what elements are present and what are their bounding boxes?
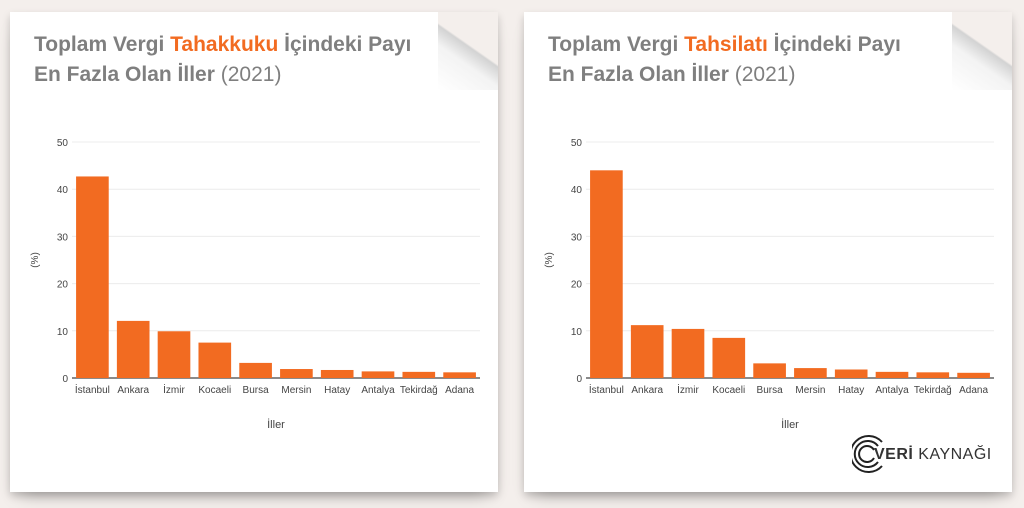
logo-text: VERİ KAYNAĞI — [874, 446, 992, 464]
bar — [443, 372, 476, 378]
x-tick-label: Kocaeli — [198, 385, 231, 396]
y-tick-label: 40 — [571, 185, 583, 196]
page-curl-decoration — [952, 12, 1012, 90]
x-tick-label: Bursa — [757, 385, 784, 396]
bar — [712, 337, 746, 378]
y-axis-label: (%) — [30, 252, 41, 268]
logo-bold: VERİ — [874, 446, 914, 463]
title-part2: İçindeki Payı — [767, 33, 901, 56]
x-tick-label: Kocaeli — [712, 385, 745, 396]
bar — [157, 331, 191, 378]
bar — [957, 372, 990, 378]
x-tick-label: Antalya — [361, 385, 395, 396]
x-tick-label: Adana — [959, 385, 988, 396]
y-tick-label: 20 — [57, 280, 69, 291]
y-tick-label: 10 — [571, 327, 583, 338]
veri-kaynagi-logo: VERİ KAYNAĞI — [852, 430, 1002, 478]
bar — [76, 176, 109, 378]
title-part1: Toplam Vergi — [548, 33, 685, 56]
y-tick-label: 30 — [571, 232, 583, 243]
title-part1: Toplam Vergi — [34, 33, 171, 56]
bar — [671, 328, 705, 378]
y-tick-label: 30 — [57, 232, 69, 243]
logo-rest: KAYNAĞI — [913, 446, 992, 463]
chart-title: Toplam Vergi Tahakkuku İçindeki Payı En … — [34, 30, 454, 90]
x-tick-label: Bursa — [243, 385, 270, 396]
y-tick-label: 10 — [57, 327, 69, 338]
bar — [916, 372, 950, 378]
fingerprint-icon — [852, 435, 883, 473]
x-tick-label: İstanbul — [75, 383, 110, 396]
x-tick-label: İzmir — [163, 383, 185, 396]
x-tick-label: Hatay — [324, 385, 350, 396]
x-tick-label: Mersin — [281, 385, 311, 396]
x-tick-label: Mersin — [795, 385, 825, 396]
title-year: (2021) — [734, 63, 796, 86]
x-tick-label: Adana — [445, 385, 474, 396]
bar — [320, 369, 354, 378]
bar — [834, 369, 868, 378]
bar — [630, 325, 664, 378]
chart-card-tahsilat: Toplam Vergi Tahsilatı İçindeki Payı En … — [524, 12, 1012, 492]
y-tick-label: 50 — [571, 138, 583, 149]
bar — [402, 371, 436, 378]
y-tick-label: 0 — [62, 374, 68, 385]
title-year: (2021) — [220, 63, 282, 86]
x-tick-label: Tekirdağ — [400, 385, 438, 396]
chart-card-tahakkuk: Toplam Vergi Tahakkuku İçindeki Payı En … — [10, 12, 498, 492]
x-tick-label: Ankara — [631, 385, 663, 396]
bar — [794, 368, 827, 378]
x-tick-label: İstanbul — [589, 383, 624, 396]
bar — [361, 371, 395, 378]
title-highlight: Tahakkuku — [170, 33, 279, 56]
title-line2: En Fazla Olan İller — [548, 63, 729, 86]
bar — [198, 342, 232, 378]
bar-chart-tahakkuk: 0 10 20 30 40 50 İstanbul Ankara İzmir Kocaeli Bur… — [30, 138, 480, 431]
title-part2: İçindeki Payı — [278, 33, 412, 56]
bar — [875, 371, 909, 378]
y-tick-label: 40 — [57, 185, 69, 196]
bar — [590, 170, 623, 378]
x-tick-label: İzmir — [677, 383, 699, 396]
y-tick-label: 50 — [57, 138, 69, 149]
x-tick-label: Tekirdağ — [914, 385, 952, 396]
bar — [280, 369, 313, 378]
title-line2: En Fazla Olan İller — [34, 63, 215, 86]
x-tick-label: Ankara — [117, 385, 149, 396]
x-tick-label: Antalya — [875, 385, 909, 396]
y-axis-label: (%) — [544, 252, 555, 268]
bar — [239, 362, 272, 378]
y-tick-label: 0 — [576, 374, 582, 385]
bar-chart-tahsilat: 0 10 20 30 40 50 İstanbul Ankara İzmir Kocaeli Bur… — [544, 138, 994, 431]
page-curl-decoration — [438, 12, 498, 90]
y-tick-label: 20 — [571, 280, 583, 291]
x-axis-label: İller — [781, 418, 799, 431]
x-axis-label: İller — [267, 418, 285, 431]
chart-title: Toplam Vergi Tahsilatı İçindeki Payı En … — [548, 30, 968, 90]
title-highlight: Tahsilatı — [684, 33, 768, 56]
bar — [753, 363, 786, 378]
x-tick-label: Hatay — [838, 385, 864, 396]
bar — [116, 320, 150, 378]
